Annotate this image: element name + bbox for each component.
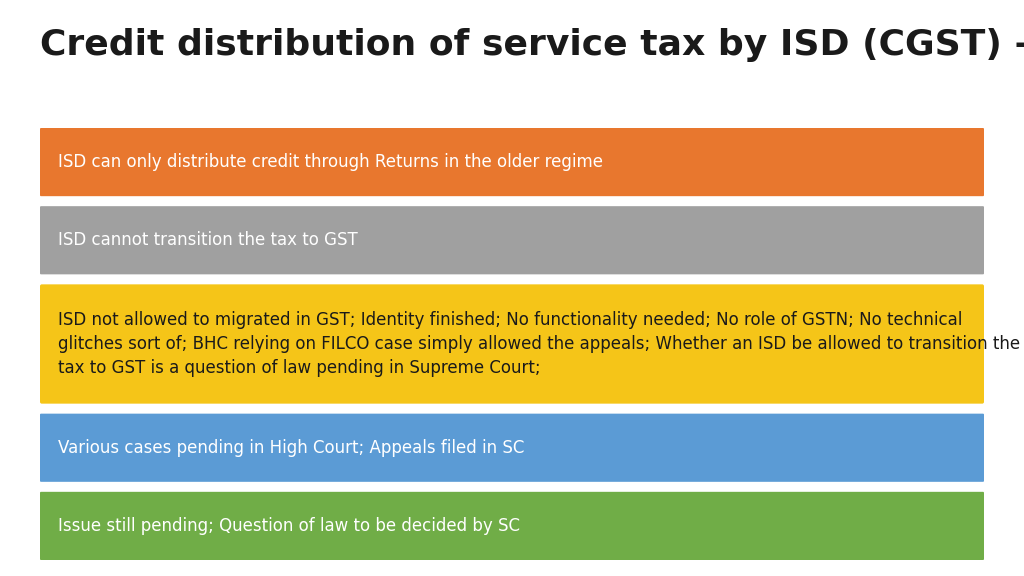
Text: ISD can only distribute credit through Returns in the older regime: ISD can only distribute credit through R… bbox=[58, 153, 603, 171]
Text: ISD not allowed to migrated in GST; Identity finished; No functionality needed; : ISD not allowed to migrated in GST; Iden… bbox=[58, 312, 1020, 377]
FancyBboxPatch shape bbox=[40, 492, 984, 560]
FancyBboxPatch shape bbox=[40, 285, 984, 404]
FancyBboxPatch shape bbox=[40, 414, 984, 482]
Text: ISD cannot transition the tax to GST: ISD cannot transition the tax to GST bbox=[58, 231, 357, 249]
FancyBboxPatch shape bbox=[40, 206, 984, 274]
Text: Credit distribution of service tax by ISD (CGST) – Sec 140(7): Credit distribution of service tax by IS… bbox=[40, 28, 1024, 62]
Text: Various cases pending in High Court; Appeals filed in SC: Various cases pending in High Court; App… bbox=[58, 439, 524, 457]
FancyBboxPatch shape bbox=[40, 128, 984, 196]
Text: Issue still pending; Question of law to be decided by SC: Issue still pending; Question of law to … bbox=[58, 517, 520, 535]
